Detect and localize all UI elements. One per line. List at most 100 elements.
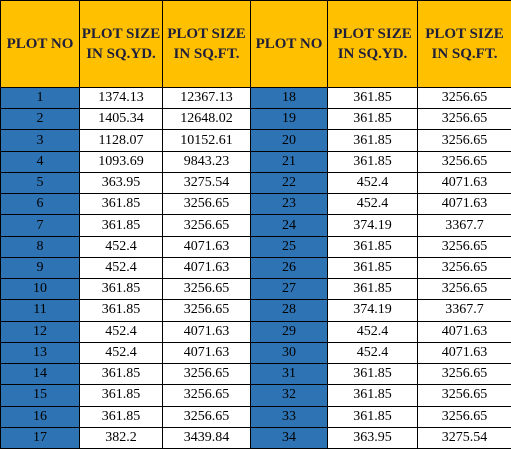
plot-no-cell-right: 22 <box>251 172 328 193</box>
size-sqft-cell: 4071.63 <box>163 342 251 363</box>
header-size-yd-right-line1: PLOT SIZE <box>333 26 412 42</box>
size-sqyd-cell-right: 361.85 <box>328 385 418 406</box>
plot-no-cell-right: 30 <box>251 342 328 363</box>
size-sqft-cell-right: 3367.7 <box>418 300 511 321</box>
size-sqft-cell: 9843.23 <box>163 151 251 172</box>
plot-no-cell: 14 <box>1 364 80 385</box>
plot-no-cell: 4 <box>1 151 80 172</box>
size-sqft-cell-right: 4071.63 <box>418 194 511 215</box>
size-sqyd-cell-right: 361.85 <box>328 130 418 151</box>
size-sqft-cell: 3256.65 <box>163 385 251 406</box>
size-sqft-cell-right: 3256.65 <box>418 385 511 406</box>
size-sqft-cell-right: 3256.65 <box>418 364 511 385</box>
size-sqyd-cell-right: 452.4 <box>328 321 418 342</box>
plot-no-cell: 3 <box>1 130 80 151</box>
size-sqyd-cell-right: 361.85 <box>328 109 418 130</box>
header-plot-no-label: PLOT NO <box>7 36 74 52</box>
size-sqyd-cell-right: 374.19 <box>328 215 418 236</box>
size-sqyd-cell: 1128.07 <box>80 130 163 151</box>
size-sqft-cell: 3256.65 <box>163 406 251 427</box>
size-sqft-cell: 3256.65 <box>163 194 251 215</box>
header-size-ft-right-line1: PLOT SIZE <box>425 26 504 42</box>
plot-no-cell-right: 25 <box>251 236 328 257</box>
size-sqft-cell-right: 3275.54 <box>418 427 511 448</box>
plot-no-cell: 2 <box>1 109 80 130</box>
size-sqyd-cell: 361.85 <box>80 406 163 427</box>
size-sqyd-cell: 361.85 <box>80 385 163 406</box>
plot-no-cell: 11 <box>1 300 80 321</box>
size-sqyd-cell: 361.85 <box>80 300 163 321</box>
plot-no-cell-right: 26 <box>251 257 328 278</box>
plot-no-cell: 9 <box>1 257 80 278</box>
plot-no-cell-right: 20 <box>251 130 328 151</box>
header-plot-no-right: PLOT NO <box>251 1 328 88</box>
size-sqyd-cell: 452.4 <box>80 257 163 278</box>
header-plot-no: PLOT NO <box>1 1 80 88</box>
plot-no-cell-right: 27 <box>251 279 328 300</box>
plot-no-cell: 12 <box>1 321 80 342</box>
size-sqft-cell: 4071.63 <box>163 257 251 278</box>
plot-no-cell-right: 31 <box>251 364 328 385</box>
plot-no-cell: 6 <box>1 194 80 215</box>
size-sqyd-cell-right: 361.85 <box>328 364 418 385</box>
size-sqft-cell-right: 3256.65 <box>418 279 511 300</box>
size-sqyd-cell-right: 452.4 <box>328 172 418 193</box>
plot-no-cell: 7 <box>1 215 80 236</box>
size-sqft-cell: 10152.61 <box>163 130 251 151</box>
plot-no-cell-right: 33 <box>251 406 328 427</box>
header-size-ft-line1: PLOT SIZE <box>167 26 246 42</box>
plot-no-cell: 13 <box>1 342 80 363</box>
plot-no-cell: 17 <box>1 427 80 448</box>
size-sqft-cell: 4071.63 <box>163 321 251 342</box>
size-sqft-cell-right: 3256.65 <box>418 257 511 278</box>
plot-no-cell: 15 <box>1 385 80 406</box>
plot-no-cell: 1 <box>1 88 80 109</box>
size-sqyd-cell: 361.85 <box>80 364 163 385</box>
size-sqft-cell-right: 3256.65 <box>418 109 511 130</box>
plot-no-cell-right: 23 <box>251 194 328 215</box>
plot-no-cell-right: 32 <box>251 385 328 406</box>
plot-no-cell-right: 34 <box>251 427 328 448</box>
size-sqyd-cell: 1374.13 <box>80 88 163 109</box>
size-sqft-cell: 3256.65 <box>163 215 251 236</box>
size-sqft-cell: 12367.13 <box>163 88 251 109</box>
plot-no-cell-right: 19 <box>251 109 328 130</box>
size-sqyd-cell: 363.95 <box>80 172 163 193</box>
size-sqft-cell: 12648.02 <box>163 109 251 130</box>
size-sqyd-cell: 382.2 <box>80 427 163 448</box>
size-sqft-cell-right: 3256.65 <box>418 88 511 109</box>
size-sqft-cell: 3256.65 <box>163 300 251 321</box>
size-sqyd-cell-right: 452.4 <box>328 194 418 215</box>
size-sqyd-cell: 361.85 <box>80 215 163 236</box>
size-sqft-cell: 4071.63 <box>163 236 251 257</box>
plot-no-cell-right: 28 <box>251 300 328 321</box>
size-sqyd-cell-right: 361.85 <box>328 279 418 300</box>
size-sqyd-cell-right: 374.19 <box>328 300 418 321</box>
size-sqft-cell-right: 3367.7 <box>418 215 511 236</box>
plot-no-cell: 5 <box>1 172 80 193</box>
size-sqyd-cell: 361.85 <box>80 279 163 300</box>
header-plot-no-right-label: PLOT NO <box>256 36 323 52</box>
plot-no-cell: 10 <box>1 279 80 300</box>
size-sqft-cell-right: 4071.63 <box>418 321 511 342</box>
size-sqft-cell: 3439.84 <box>163 427 251 448</box>
